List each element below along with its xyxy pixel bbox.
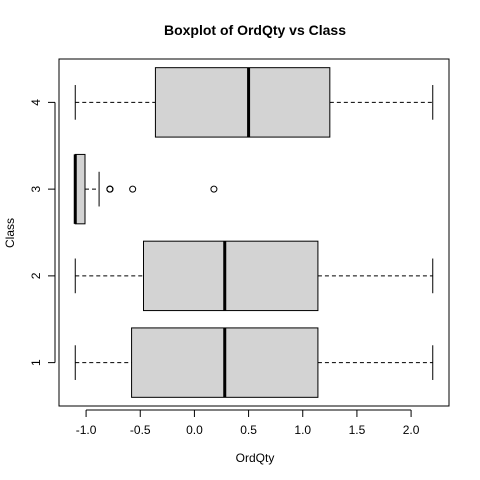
box-group-class-2 (74, 240, 434, 312)
boxes-layer (73, 67, 434, 398)
y-tick-label: 3 (29, 185, 43, 192)
outlier-point (210, 185, 218, 193)
y-tick-label: 4 (29, 99, 43, 106)
x-tick-label: -1.0 (76, 423, 97, 437)
x-tick-label: 0.5 (240, 423, 257, 437)
box-group-class-3 (73, 153, 218, 225)
x-tick-label: 1.5 (349, 423, 366, 437)
outlier-point (129, 185, 137, 193)
y-axis-label: Class (3, 218, 17, 248)
chart-title: Boxplot of OrdQty vs Class (164, 22, 346, 38)
x-axis-label: OrdQty (236, 451, 275, 465)
box-iqr (154, 67, 331, 138)
x-tick-label: -0.5 (130, 423, 151, 437)
box-iqr (143, 240, 319, 312)
y-axis: 1 2 3 4 (29, 99, 56, 366)
x-tick-label: 0.0 (186, 423, 203, 437)
x-tick-label: 2.0 (403, 423, 420, 437)
plot-frame (58, 58, 450, 407)
outlier-point (106, 185, 114, 193)
box-group-class-4 (74, 67, 434, 138)
x-tick-label: 1.0 (294, 423, 311, 437)
y-tick-label: 1 (29, 359, 43, 366)
box-group-class-1 (74, 327, 434, 398)
x-axis: -1.0 -0.5 0.0 0.5 1.0 1.5 2.0 (76, 409, 420, 437)
y-tick-label: 2 (29, 272, 43, 279)
